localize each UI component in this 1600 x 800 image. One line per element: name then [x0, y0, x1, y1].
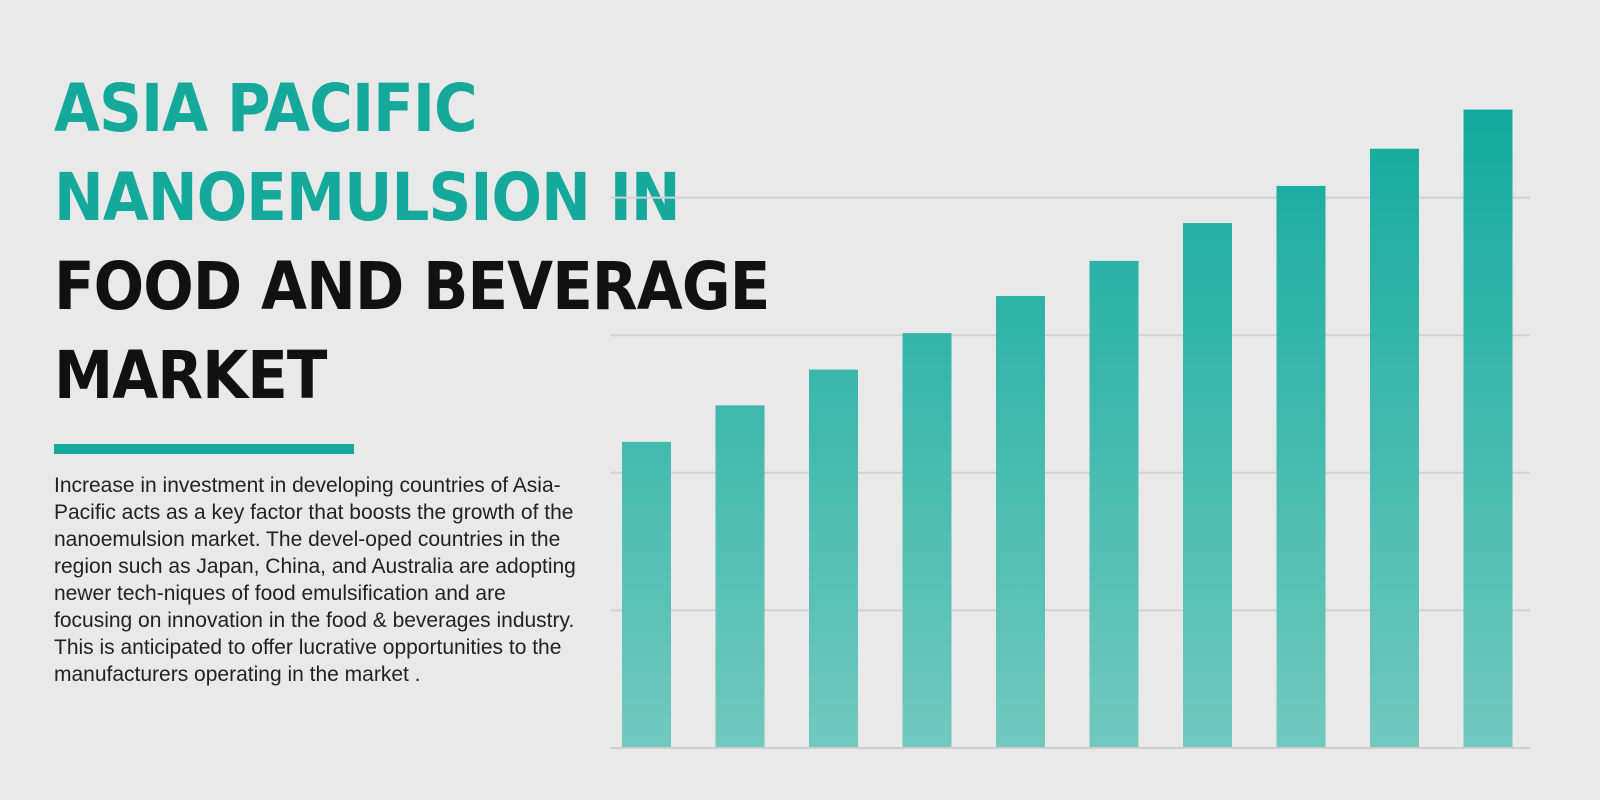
- title-line-2: NANOEMULSION IN: [54, 159, 681, 236]
- bar-5: [996, 295, 1045, 748]
- bar-4: [902, 333, 952, 748]
- description-text: Increase in investment in developing cou…: [54, 474, 576, 686]
- bars: [622, 109, 1513, 749]
- title-line-3: FOOD AND BEVERAGE: [54, 248, 770, 325]
- bar-9: [1370, 148, 1419, 748]
- bar-10: [1463, 109, 1513, 748]
- page-title: ASIA PACIFIC NANOEMULSION IN FOOD AND BE…: [54, 64, 770, 420]
- title-line-1: ASIA PACIFIC: [54, 70, 478, 147]
- bar-8: [1276, 185, 1326, 749]
- bar-3: [809, 369, 858, 748]
- bar-2: [715, 405, 765, 748]
- title-line-4: MARKET: [54, 337, 327, 414]
- title-divider: [54, 444, 354, 454]
- bar-1: [622, 441, 671, 748]
- bar-7: [1183, 223, 1232, 748]
- bar-chart: [610, 109, 1530, 749]
- bar-6: [1089, 260, 1139, 748]
